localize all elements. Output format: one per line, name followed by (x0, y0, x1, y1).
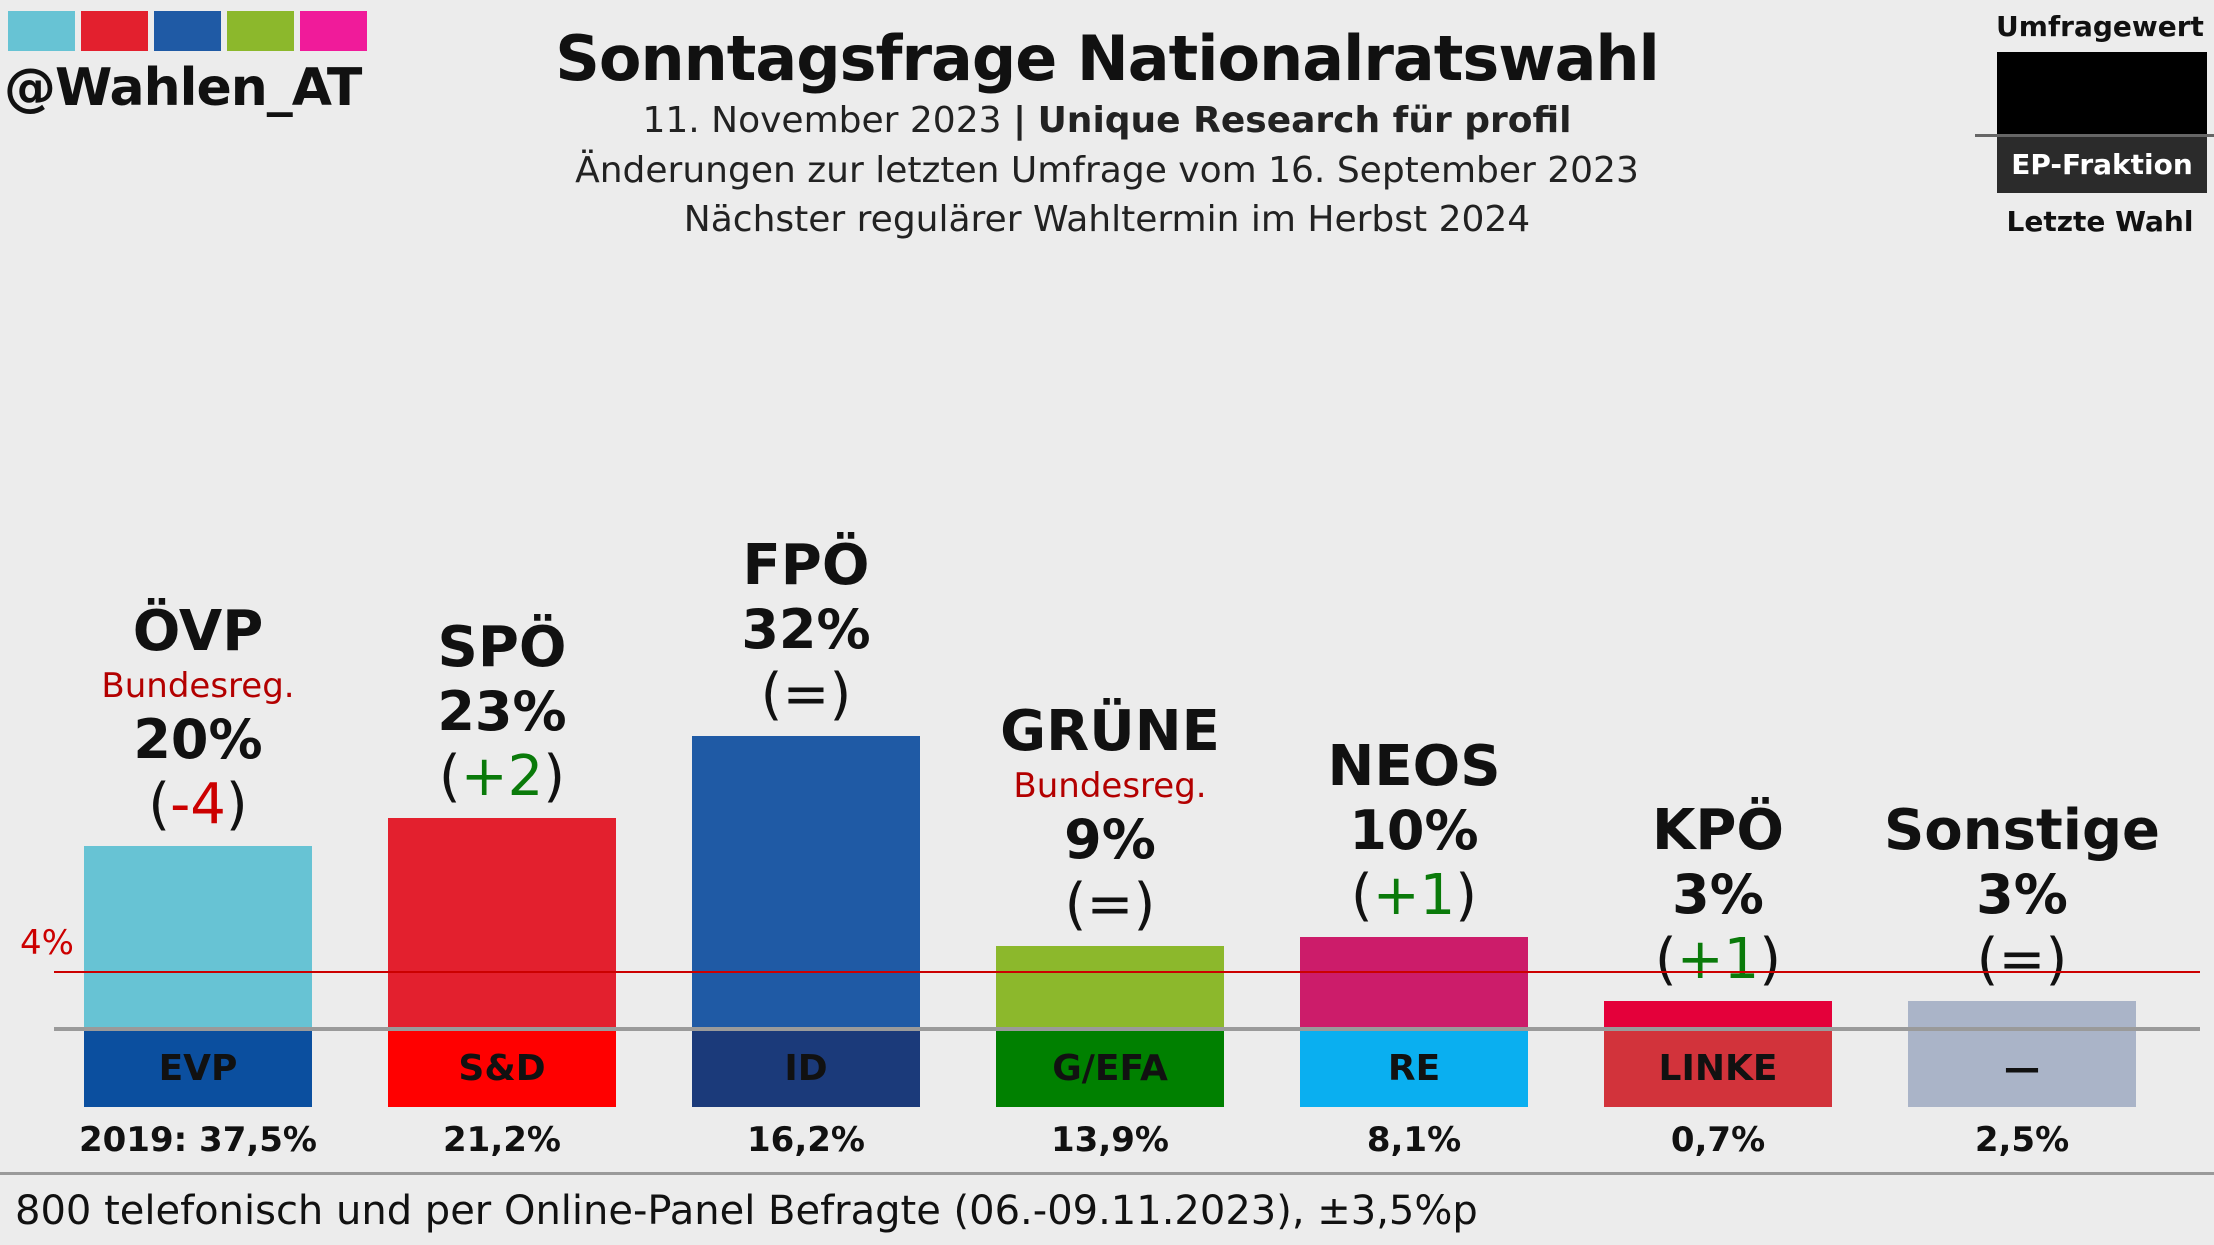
threshold-line (54, 970, 2200, 973)
bar-label--vp: ÖVP Bundesreg. 20% (-4) (44, 600, 352, 838)
brand-swatch (300, 11, 367, 51)
ep-group-sp-: S&D (388, 1031, 616, 1107)
bar-gr-ne (996, 946, 1224, 1029)
brand-swatch (227, 11, 294, 51)
ep-group-kp-: LINKE (1604, 1031, 1832, 1107)
chart-baseline (54, 1027, 2200, 1031)
bar-label-sp-: SPÖ 23% (+2) (348, 616, 656, 810)
threshold-label: 4% (20, 922, 74, 963)
party-name: Sonstige (1883, 798, 2161, 863)
party-name: FPÖ (742, 533, 870, 598)
legend-last-election-label: Letzte Wahl (2006, 205, 2194, 238)
footer-divider (0, 1172, 2214, 1175)
chart-title: Sonntagsfrage Nationalratswahl (555, 22, 1660, 95)
last-election-gr-ne: 13,9% (1051, 1120, 1169, 1160)
footer-note: 800 telefonisch und per Online-Panel Bef… (15, 1188, 1478, 1234)
poll-value: 3% (1976, 863, 2068, 926)
change-value: (=) (1064, 872, 1156, 937)
subtitle-changes: Änderungen zur letzten Umfrage vom 16. S… (575, 150, 1639, 191)
last-election-neos: 8,1% (1366, 1120, 1462, 1160)
party-name: GRÜNE (1000, 699, 1220, 764)
ep-group--vp: EVP (84, 1031, 312, 1107)
poll-value: 20% (133, 708, 263, 771)
bar-neos (1300, 937, 1528, 1029)
change-value: (-4) (148, 772, 248, 837)
change-value: (+1) (1350, 863, 1478, 928)
poll-value: 23% (437, 680, 567, 743)
bar-label-gr-ne: GRÜNE Bundesreg. 9% (=) (956, 700, 1264, 938)
poll-source: Unique Research für profil (1037, 100, 1572, 141)
party-name: ÖVP (132, 599, 264, 664)
poll-value: 3% (1672, 863, 1764, 926)
government-tag: Bundesreg. (1013, 766, 1207, 806)
legend-poll-value-label: Umfragewert (1996, 10, 2204, 43)
brand-swatch (154, 11, 221, 51)
bar-sonstige (1908, 1001, 2136, 1029)
brand-handle: @Wahlen_AT (4, 58, 362, 118)
legend-ep-group-label: EP-Fraktion (1997, 137, 2207, 193)
ep-group-fp-: ID (692, 1031, 920, 1107)
ep-group-sonstige: — (1908, 1031, 2136, 1107)
last-election-sp-: 21,2% (443, 1120, 561, 1160)
change-value: (+1) (1654, 927, 1782, 992)
last-election-kp-: 0,7% (1670, 1120, 1766, 1160)
last-election-sonstige: 2,5% (1974, 1120, 2070, 1160)
bar-label-neos: NEOS 10% (+1) (1260, 735, 1568, 929)
change-value: (=) (1976, 927, 2068, 992)
brand-swatch (8, 11, 75, 51)
legend-divider (1975, 134, 2214, 137)
ep-group-neos: RE (1300, 1031, 1528, 1107)
party-name: NEOS (1327, 734, 1501, 799)
last-election-fp-: 16,2% (747, 1120, 865, 1160)
bar-label-kp-: KPÖ 3% (+1) (1564, 799, 1872, 993)
poll-value: 32% (741, 598, 871, 661)
bar-sp- (388, 818, 616, 1029)
bar-kp- (1604, 1001, 1832, 1029)
bar-label-sonstige: Sonstige 3% (=) (1868, 799, 2176, 993)
government-tag: Bundesreg. (101, 666, 295, 706)
subtitle-next-election: Nächster regulärer Wahltermin im Herbst … (683, 199, 1531, 240)
bar--vp (84, 846, 312, 1029)
poll-value: 10% (1349, 799, 1479, 862)
legend-poll-value-swatch (1997, 52, 2207, 134)
party-name: KPÖ (1651, 798, 1785, 863)
poll-date: 11. November 2023 (642, 100, 1002, 141)
change-value: (=) (760, 662, 852, 727)
bar-fp- (692, 736, 920, 1029)
bar-label-fp-: FPÖ 32% (=) (652, 534, 960, 728)
change-value: (+2) (438, 744, 566, 809)
brand-swatch (81, 11, 148, 51)
subtitle-date-source: 11. November 2023 | Unique Research für … (0, 100, 2214, 141)
separator: | (1012, 100, 1027, 141)
party-name: SPÖ (437, 615, 567, 680)
ep-group-gr-ne: G/EFA (996, 1031, 1224, 1107)
last-election--vp: 2019: 37,5% (78, 1120, 318, 1160)
poll-value: 9% (1064, 808, 1156, 871)
